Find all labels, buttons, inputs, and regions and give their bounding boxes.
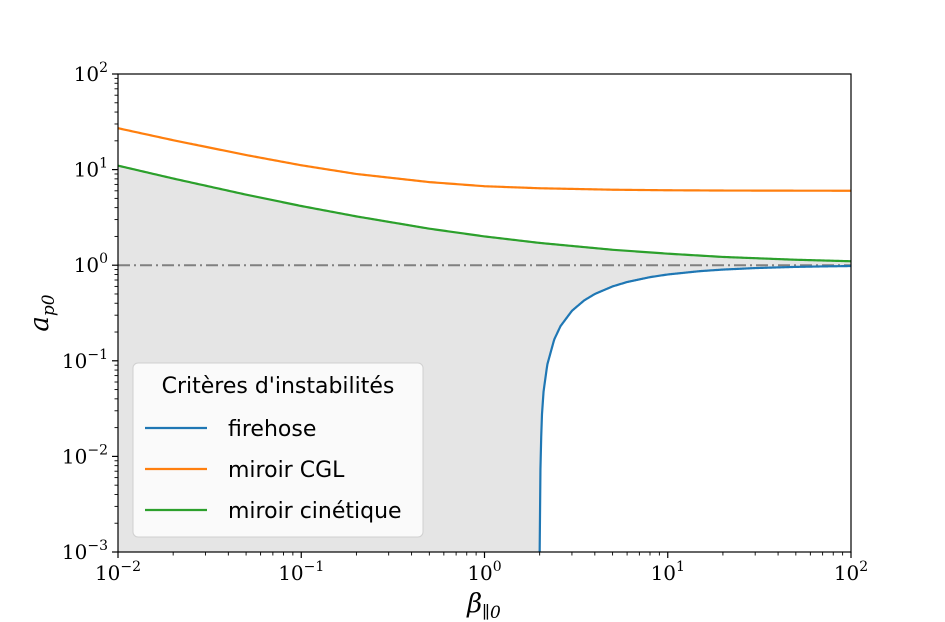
x-axis-label: β∥0 <box>466 589 501 622</box>
x-tick-label: 100 <box>467 559 501 585</box>
axis-ticks <box>112 73 852 558</box>
legend-label: miroir CGL <box>228 458 345 483</box>
y-tick-label: 10−3 <box>62 538 108 564</box>
legend-entry: miroir CGL <box>145 458 345 483</box>
x-tick-label: 10−2 <box>95 559 141 585</box>
x-tick-label: 102 <box>834 559 868 585</box>
y-tick-label: 10−2 <box>62 442 108 468</box>
x-tick-label: 10−1 <box>278 559 324 585</box>
legend-label: miroir cinétique <box>228 499 402 524</box>
y-tick-label: 10−1 <box>62 347 108 373</box>
y-tick-label: 102 <box>74 60 108 86</box>
y-tick-label: 101 <box>74 156 108 182</box>
legend-entry: firehose <box>145 417 316 442</box>
x-tick-label: 101 <box>651 559 685 585</box>
legend-box <box>132 362 424 538</box>
legend-title: Critères d'instabilités <box>162 374 395 399</box>
series-line-miroir-cinetique <box>118 164 851 263</box>
legend: Critères d'instabilités firehose miroir C… <box>132 362 424 538</box>
series-line-firehose <box>538 264 851 552</box>
y-axis-label: ap0 <box>25 294 59 331</box>
series-lines <box>118 127 851 552</box>
series-line-miroir-CGL <box>118 127 851 192</box>
y-tick-label: 100 <box>74 251 108 277</box>
legend-label: firehose <box>228 417 316 442</box>
legend-entry: miroir cinétique <box>145 499 402 524</box>
